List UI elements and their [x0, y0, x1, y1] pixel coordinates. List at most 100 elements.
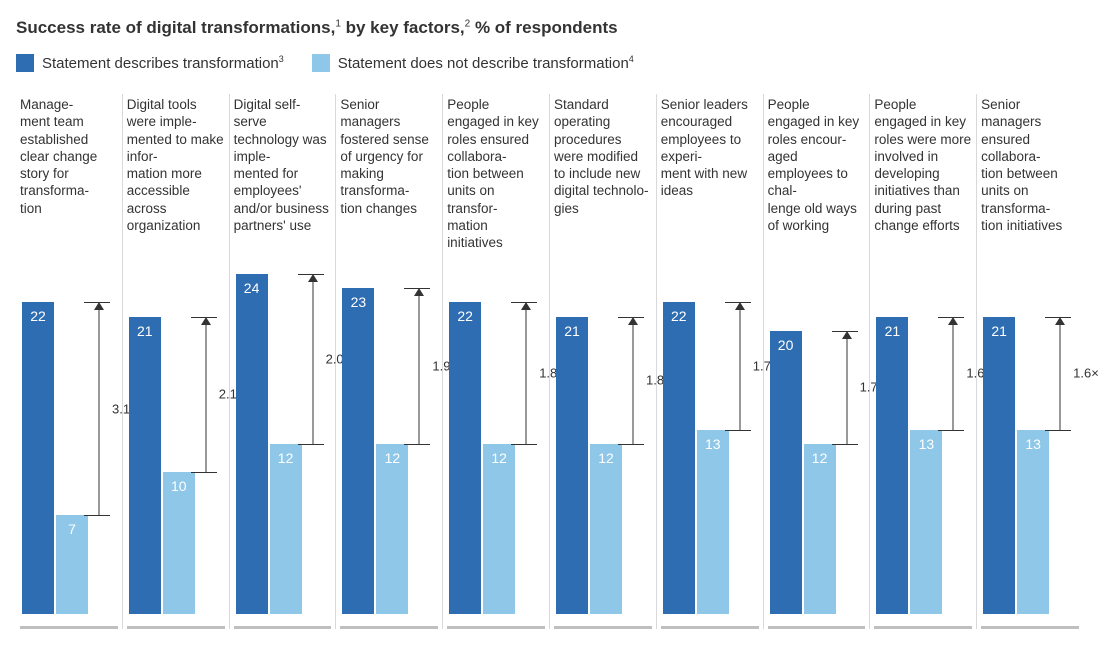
bars: 21 13 1.6×: [983, 274, 1079, 614]
title-part-c: % of respondents: [470, 18, 617, 37]
legend-item-describes: Statement describes transformation3: [16, 54, 284, 72]
bars-wrap: 22 7 3.1×: [20, 274, 118, 614]
baseline: [874, 626, 972, 629]
chart-column: People engaged in key roles were more in…: [869, 94, 976, 629]
bars-wrap: 21 13 1.6×: [981, 274, 1079, 614]
bar-describes: 24: [236, 274, 268, 614]
chart-column: Senior leaders encouraged employees to e…: [656, 94, 763, 629]
bar-value-not-describes: 13: [705, 430, 721, 452]
baseline: [234, 626, 332, 629]
bar-describes: 21: [876, 317, 908, 615]
bars: 22 12 1.8×: [449, 274, 545, 614]
bar-value-not-describes: 12: [278, 444, 294, 466]
baseline: [554, 626, 652, 629]
legend-swatch-2: [312, 54, 330, 72]
bars-wrap: 21 12 1.8×: [554, 274, 652, 614]
chart-column: Digital tools were imple-mented to make …: [122, 94, 229, 629]
legend-sup-1: 3: [279, 54, 284, 64]
legend-item-not-describes: Statement does not describe transformati…: [312, 54, 634, 72]
multiplier-arrow: 1.9×: [410, 274, 428, 614]
bar-not-describes: 13: [910, 430, 942, 614]
multiplier-arrow: 2.1×: [197, 274, 215, 614]
chart-column: Standard operating procedures were modif…: [549, 94, 656, 629]
bars-wrap: 23 12 1.9×: [340, 274, 438, 614]
bar-value-not-describes: 12: [385, 444, 401, 466]
multiplier-arrow: 2.0×: [304, 274, 322, 614]
multiplier-arrow: 1.7×: [731, 274, 749, 614]
baseline: [340, 626, 438, 629]
column-label: People engaged in key roles ensured coll…: [447, 94, 545, 274]
multiplier-arrow: 3.1×: [90, 274, 108, 614]
bar-not-describes: 12: [483, 444, 515, 614]
baseline: [20, 626, 118, 629]
bars-wrap: 24 12 2.0×: [234, 274, 332, 614]
bar-value-not-describes: 13: [919, 430, 935, 452]
legend-label-2: Statement does not describe transformati…: [338, 55, 629, 72]
bar-value-describes: 20: [778, 331, 794, 353]
bar-value-not-describes: 7: [68, 515, 76, 537]
legend: Statement describes transformation3 Stat…: [16, 54, 1083, 72]
multiplier-label: 1.6×: [1073, 366, 1099, 381]
multiplier-arrow: 1.8×: [624, 274, 642, 614]
bar-not-describes: 12: [804, 444, 836, 614]
bar-value-not-describes: 12: [598, 444, 614, 466]
baseline: [127, 626, 225, 629]
bar-not-describes: 10: [163, 472, 195, 614]
multiplier-arrow: 1.6×: [944, 274, 962, 614]
bar-describes: 22: [449, 302, 481, 614]
bar-value-describes: 22: [30, 302, 46, 324]
column-label: Digital tools were imple-mented to make …: [127, 94, 225, 274]
title-part-a: Success rate of digital transformations,: [16, 18, 335, 37]
bars-wrap: 21 10 2.1×: [127, 274, 225, 614]
bar-describes: 21: [983, 317, 1015, 615]
bars: 22 13 1.7×: [663, 274, 759, 614]
bars-wrap: 22 12 1.8×: [447, 274, 545, 614]
bars: 20 12 1.7×: [770, 274, 866, 614]
bars-wrap: 20 12 1.7×: [768, 274, 866, 614]
column-label: Senior managers ensured collabora-tion b…: [981, 94, 1079, 274]
chart-title: Success rate of digital transformations,…: [16, 18, 1083, 38]
chart-column: People engaged in key roles encour-aged …: [763, 94, 870, 629]
bar-not-describes: 12: [376, 444, 408, 614]
bar-not-describes: 13: [697, 430, 729, 614]
chart-column: Senior managers ensured collabora-tion b…: [976, 94, 1083, 629]
bar-value-not-describes: 12: [812, 444, 828, 466]
multiplier-arrow: 1.7×: [838, 274, 856, 614]
baseline: [981, 626, 1079, 629]
baseline: [447, 626, 545, 629]
column-label: People engaged in key roles encour-aged …: [768, 94, 866, 274]
baseline: [768, 626, 866, 629]
bar-not-describes: 12: [590, 444, 622, 614]
bar-not-describes: 13: [1017, 430, 1049, 614]
bar-value-describes: 21: [885, 317, 901, 339]
bar-describes: 20: [770, 331, 802, 614]
bars: 21 10 2.1×: [129, 274, 225, 614]
bar-describes: 21: [129, 317, 161, 615]
bar-value-not-describes: 13: [1025, 430, 1041, 452]
bar-value-describes: 21: [991, 317, 1007, 339]
multiplier-arrow: 1.6×: [1051, 274, 1069, 614]
bar-value-describes: 22: [671, 302, 687, 324]
column-label: Standard operating procedures were modif…: [554, 94, 652, 274]
bars: 22 7 3.1×: [22, 274, 118, 614]
column-label: People engaged in key roles were more in…: [874, 94, 972, 274]
column-label: Digital self-serve technology was imple-…: [234, 94, 332, 274]
bar-describes: 21: [556, 317, 588, 615]
column-label: Manage-ment team established clear chang…: [20, 94, 118, 274]
bars-wrap: 21 13 1.6×: [874, 274, 972, 614]
bar-value-describes: 23: [351, 288, 367, 310]
title-part-b: by key factors,: [341, 18, 465, 37]
multiplier-arrow: 1.8×: [517, 274, 535, 614]
column-label: Senior managers fostered sense of urgenc…: [340, 94, 438, 274]
bar-value-describes: 22: [457, 302, 473, 324]
bar-describes: 23: [342, 288, 374, 614]
chart-column: Senior managers fostered sense of urgenc…: [335, 94, 442, 629]
legend-label-1: Statement describes transformation: [42, 55, 279, 72]
column-label: Senior leaders encouraged employees to e…: [661, 94, 759, 274]
bars: 21 13 1.6×: [876, 274, 972, 614]
chart-column: Digital self-serve technology was imple-…: [229, 94, 336, 629]
bar-value-not-describes: 12: [491, 444, 507, 466]
bar-value-not-describes: 10: [171, 472, 187, 494]
bar-not-describes: 7: [56, 515, 88, 614]
bar-describes: 22: [22, 302, 54, 614]
